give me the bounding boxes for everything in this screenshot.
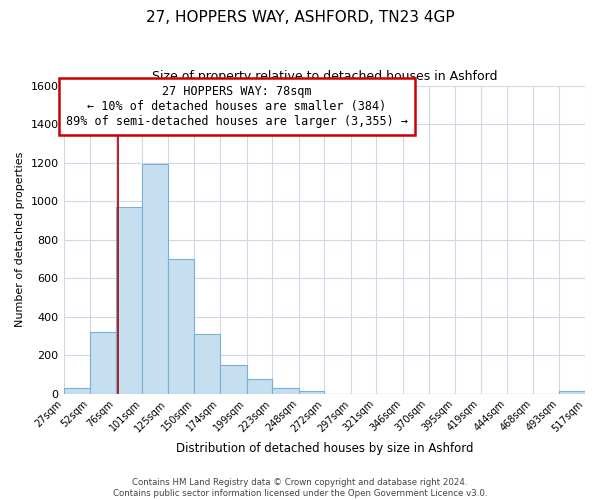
Bar: [64, 388, 90, 394]
Bar: [247, 380, 272, 394]
Bar: [168, 259, 194, 394]
Bar: [194, 334, 220, 394]
Text: Contains HM Land Registry data © Crown copyright and database right 2024.
Contai: Contains HM Land Registry data © Crown c…: [113, 478, 487, 498]
Bar: [272, 388, 299, 394]
Bar: [220, 365, 247, 394]
Text: 27, HOPPERS WAY, ASHFORD, TN23 4GP: 27, HOPPERS WAY, ASHFORD, TN23 4GP: [146, 10, 454, 25]
Bar: [559, 391, 585, 394]
Bar: [142, 164, 168, 394]
X-axis label: Distribution of detached houses by size in Ashford: Distribution of detached houses by size …: [176, 442, 473, 455]
Title: Size of property relative to detached houses in Ashford: Size of property relative to detached ho…: [152, 70, 497, 83]
Bar: [299, 391, 324, 394]
Y-axis label: Number of detached properties: Number of detached properties: [15, 152, 25, 328]
Bar: [90, 332, 116, 394]
Bar: [116, 207, 142, 394]
Text: 27 HOPPERS WAY: 78sqm
← 10% of detached houses are smaller (384)
89% of semi-det: 27 HOPPERS WAY: 78sqm ← 10% of detached …: [66, 85, 408, 128]
